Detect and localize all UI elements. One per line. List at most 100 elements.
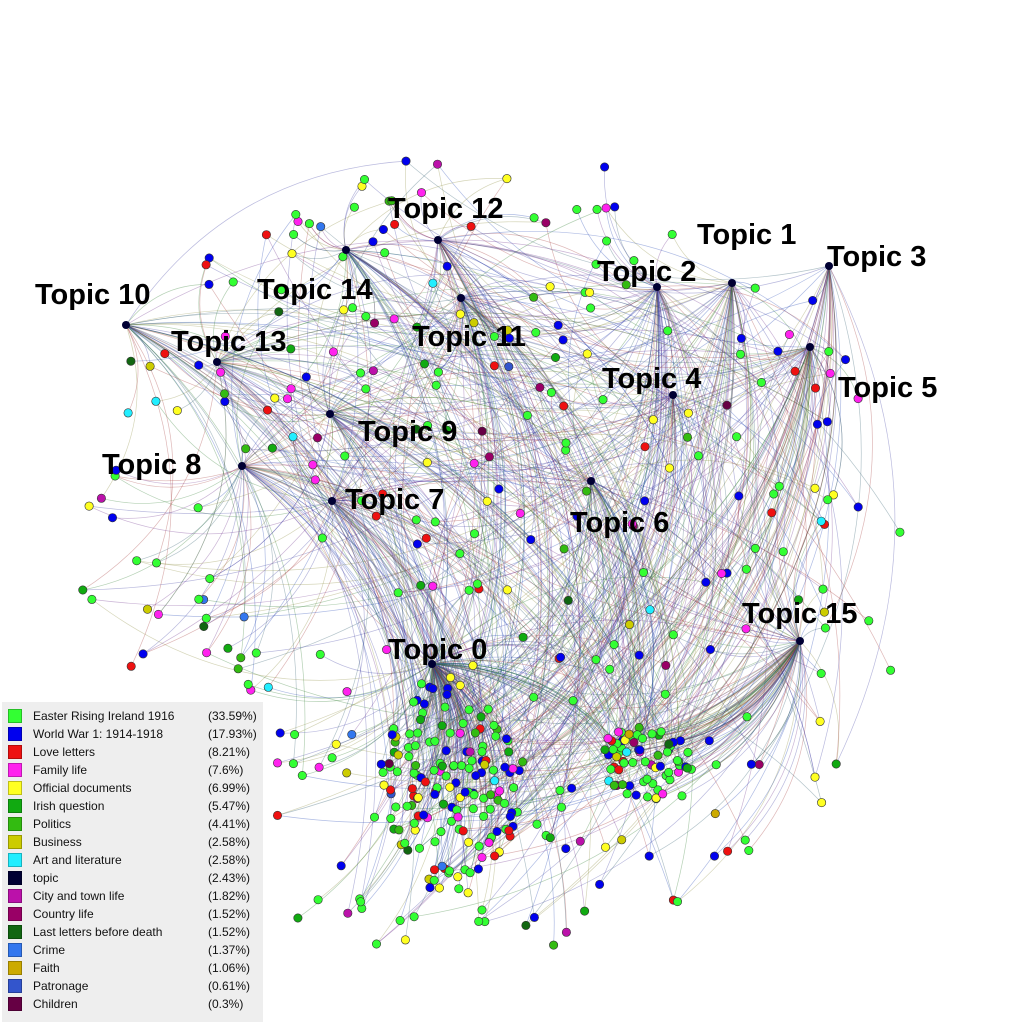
graph-edge [224,401,331,423]
graph-edge [136,465,243,562]
graph-node [585,287,595,297]
graph-node [810,483,820,493]
graph-edge [449,346,811,872]
graph-edge [147,465,243,610]
graph-edge [331,500,746,841]
graph-node [722,400,732,410]
graph-edge [622,394,695,742]
graph-node [629,256,639,266]
graph-edge [125,324,444,805]
graph-node [412,322,422,332]
graph-node [454,884,464,894]
graph-edge [621,640,801,733]
graph-edge [672,394,825,525]
graph-edge [710,640,801,658]
graph-node [145,361,155,371]
graph-edge [431,659,822,803]
graph-edge [392,394,674,736]
graph-edge [216,361,394,729]
legend-item-label: Family life [33,763,88,777]
graph-edge [520,265,830,514]
graph-edge [655,640,801,799]
graph-edge [460,295,559,326]
graph-node [518,632,528,642]
graph-edge [622,640,801,762]
graph-node [199,621,209,631]
graph-edge [590,480,644,573]
graph-node [773,346,783,356]
graph-edge [125,324,256,691]
graph-node [609,640,619,650]
graph-edge [431,663,620,770]
graph-edge [608,394,692,756]
graph-edge [250,500,333,691]
graph-node [529,692,539,702]
graph-edge [345,249,376,324]
graph-node [282,394,292,404]
graph-edge [257,234,333,502]
graph-edge [431,663,452,751]
graph-node [518,757,528,767]
graph-node [575,836,585,846]
graph-node [430,837,440,847]
graph-node [343,908,353,918]
graph-node [108,513,118,523]
graph-edge [766,512,801,642]
graph-node [400,935,410,945]
graph-edge [431,659,574,701]
graph-edge [431,663,459,767]
graph-node [629,737,639,747]
graph-edge [431,663,468,752]
graph-edge [419,663,450,849]
graph-node [470,728,480,738]
graph-edge [602,394,674,407]
graph-edge [241,465,484,799]
graph-node [469,458,479,468]
legend-swatch [8,799,22,813]
graph-edge [610,346,811,770]
graph-edge [292,436,333,502]
graph-node [378,767,388,777]
graph-node [469,318,479,328]
graph-edge [534,265,831,918]
graph-edge [435,282,733,523]
graph-edge [420,192,439,241]
graph-node [382,645,392,655]
graph-edge [431,663,567,933]
legend-item: Irish question (5.47%) [2,797,263,815]
graph-edge [340,239,476,867]
graph-node [126,356,136,366]
graph-edge [329,396,567,444]
graph-node [275,728,285,738]
graph-node [369,812,379,822]
graph-edge [685,640,801,768]
graph-edge [331,663,433,759]
graph-node [568,696,578,706]
graph-edge [329,413,567,849]
graph-node [455,549,465,559]
graph-node [592,204,602,214]
graph-edge [751,640,802,765]
graph-edge [205,264,733,341]
topic-hub-node [653,283,661,291]
graph-node [437,721,447,731]
graph-node [651,793,661,803]
graph-node [263,682,273,692]
graph-edge [768,486,801,642]
graph-edge [345,249,659,756]
graph-edge [533,297,674,396]
graph-edge [241,464,821,722]
graph-node [437,861,447,871]
graph-edge [329,413,483,752]
graph-edge [291,253,658,318]
graph-node [582,349,592,359]
graph-edge [468,282,733,710]
graph-edge [482,282,733,747]
graph-edge [125,324,679,773]
graph-edge [422,585,434,665]
legend-item: Family life (7.6%) [2,761,263,779]
graph-edge [484,346,811,766]
topic-9-label: Topic 9 [358,416,457,448]
graph-edge [177,361,218,411]
graph-node [390,219,400,229]
